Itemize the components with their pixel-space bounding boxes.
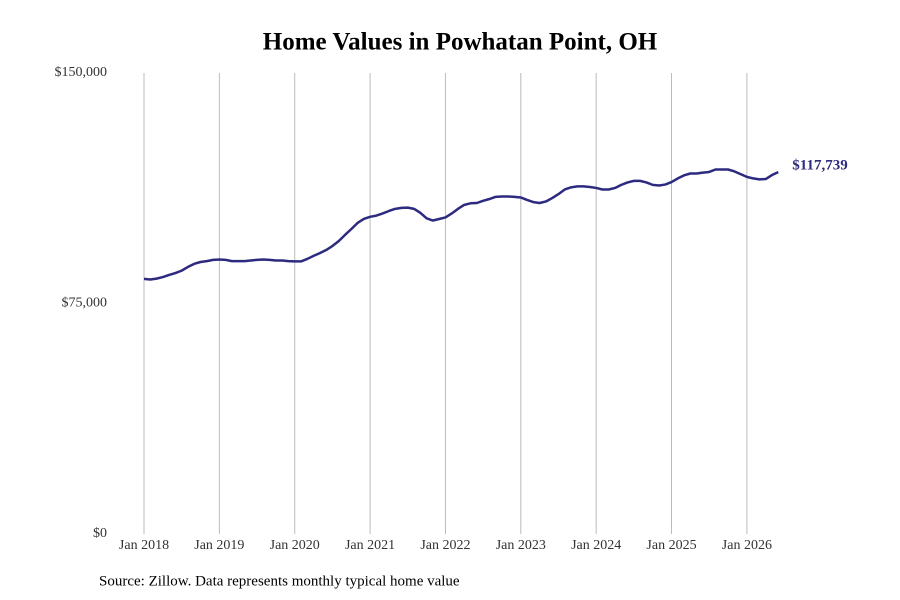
y-tick-label: $0 bbox=[93, 526, 107, 541]
x-tick-label: Jan 2026 bbox=[722, 538, 772, 553]
x-tick-label: Jan 2023 bbox=[496, 538, 546, 553]
y-tick-label: $75,000 bbox=[62, 296, 108, 311]
line-series bbox=[143, 168, 779, 281]
x-tick-label: Jan 2019 bbox=[194, 538, 244, 553]
source-note: Source: Zillow. Data represents monthly … bbox=[99, 573, 460, 589]
chart-title: Home Values in Powhatan Point, OH bbox=[263, 29, 658, 56]
x-tick-label: Jan 2021 bbox=[345, 538, 395, 553]
value-label: $117,739 bbox=[792, 158, 847, 174]
y-tick-label: $150,000 bbox=[55, 65, 108, 80]
x-tick-label: Jan 2020 bbox=[270, 538, 320, 553]
x-tick-label: Jan 2024 bbox=[571, 538, 621, 553]
x-tick-label: Jan 2025 bbox=[646, 538, 696, 553]
x-tick-label: Jan 2018 bbox=[119, 538, 169, 553]
x-tick-label: Jan 2022 bbox=[420, 538, 470, 553]
